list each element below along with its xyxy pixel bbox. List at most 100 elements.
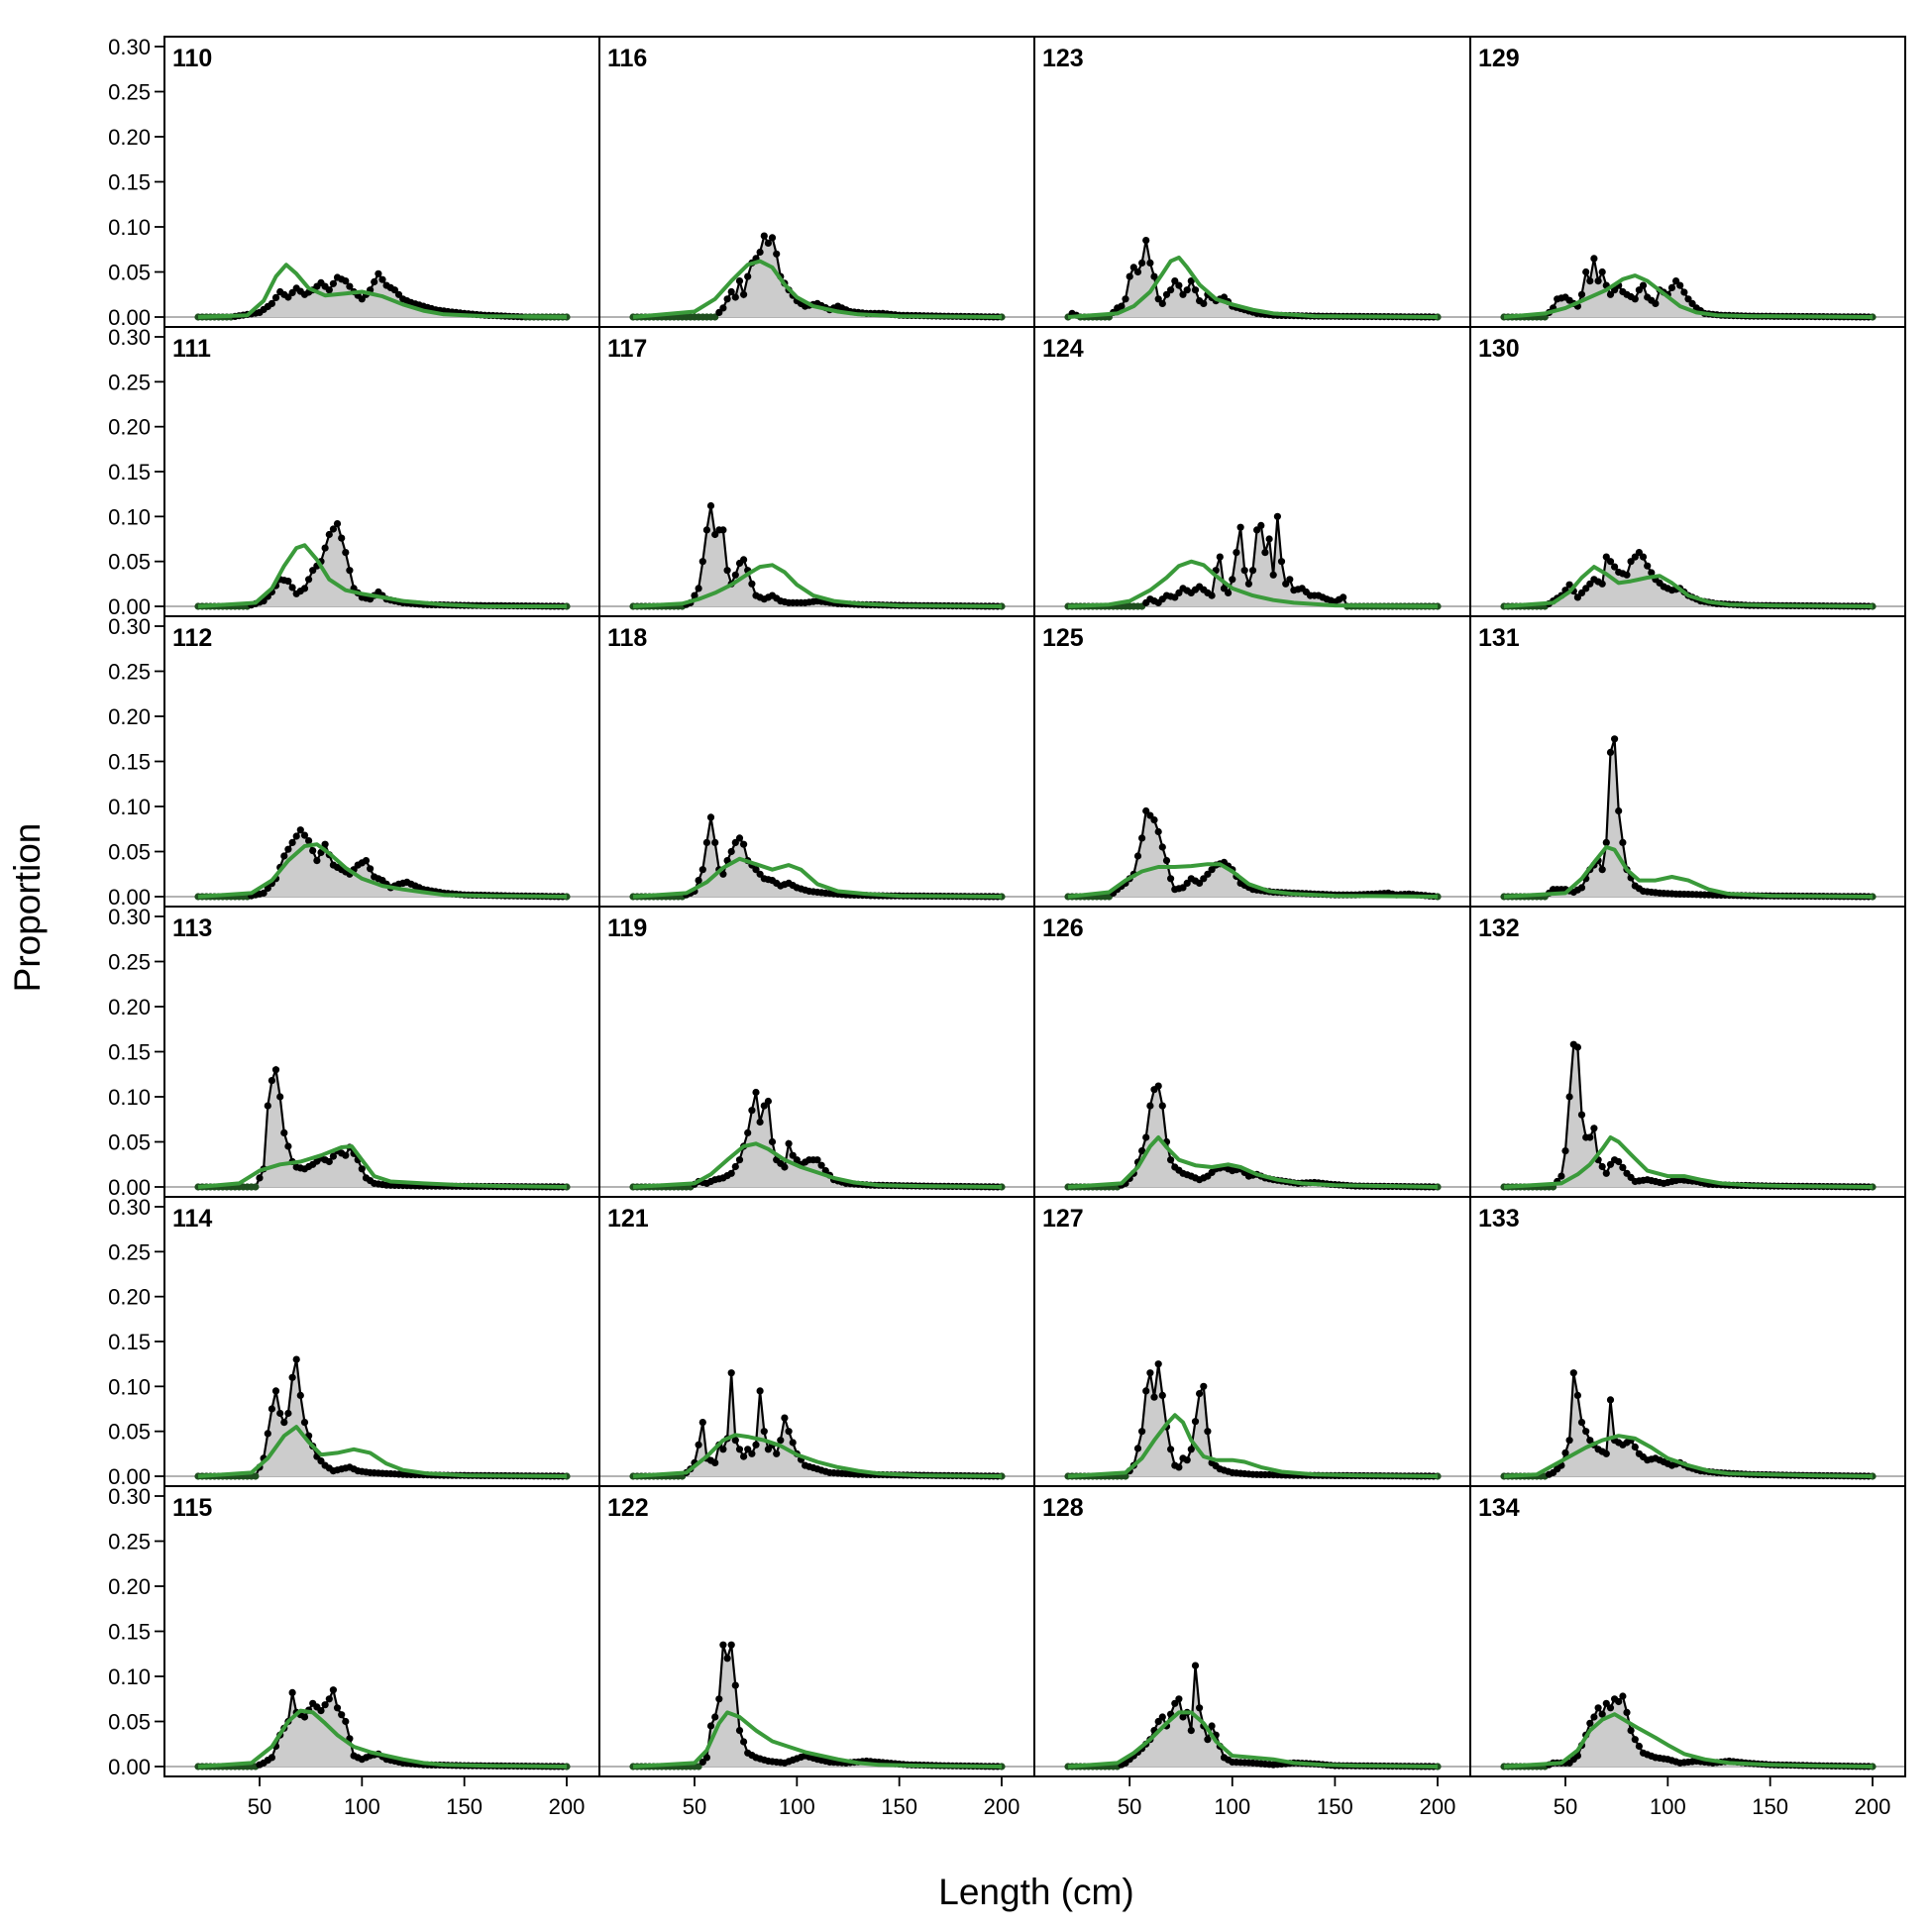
observed-point bbox=[1142, 806, 1150, 815]
observed-point bbox=[719, 1446, 727, 1453]
observed-point bbox=[309, 567, 317, 575]
observed-point bbox=[1187, 1727, 1195, 1735]
observed-point bbox=[695, 585, 702, 592]
observed-point bbox=[711, 1713, 719, 1721]
x-tick-label: 200 bbox=[549, 1794, 586, 1819]
y-tick-label: 0.20 bbox=[108, 995, 151, 1020]
observed-point bbox=[817, 1161, 825, 1169]
observed-point bbox=[706, 501, 715, 510]
observed-point bbox=[1277, 558, 1286, 566]
observed-point bbox=[1154, 827, 1162, 836]
observed-point bbox=[325, 286, 333, 294]
panel-frame bbox=[163, 906, 600, 1198]
observed-point bbox=[785, 1428, 793, 1436]
x-tick-label: 100 bbox=[779, 1794, 815, 1819]
observed-point bbox=[1208, 1722, 1216, 1730]
observed-point bbox=[271, 293, 280, 301]
panel-label: 126 bbox=[1042, 914, 1084, 942]
y-tick-label: 0.30 bbox=[108, 325, 151, 350]
observed-point bbox=[727, 1369, 735, 1377]
panel-116: 116 bbox=[598, 36, 1035, 328]
panel-117: 117 bbox=[598, 326, 1035, 617]
expected-line bbox=[1503, 565, 1874, 608]
y-tick-label: 0.00 bbox=[108, 1755, 151, 1779]
x-tick-label: 50 bbox=[1554, 1794, 1577, 1819]
observed-point bbox=[1680, 288, 1688, 296]
y-tick-label: 0.15 bbox=[108, 1040, 151, 1065]
observed-point bbox=[1204, 1428, 1212, 1436]
observed-point bbox=[1615, 1697, 1623, 1706]
y-tick-label: 0.10 bbox=[108, 504, 151, 529]
observed-point bbox=[296, 826, 304, 834]
observed-point bbox=[1187, 1446, 1195, 1453]
observed-point bbox=[764, 239, 773, 247]
observed-point bbox=[1261, 549, 1269, 557]
observed-point bbox=[821, 1167, 829, 1175]
panel-label: 128 bbox=[1042, 1494, 1084, 1522]
observed-point bbox=[338, 1711, 346, 1719]
observed-point bbox=[711, 313, 719, 321]
observed-point bbox=[288, 1373, 296, 1381]
panel-frame bbox=[1033, 615, 1471, 908]
panel-label: 112 bbox=[172, 624, 212, 652]
observed-point bbox=[1611, 563, 1619, 571]
y-tick-label: 0.30 bbox=[108, 905, 151, 929]
observed-point bbox=[727, 287, 735, 296]
observed-point bbox=[756, 870, 764, 878]
x-tick-label: 200 bbox=[984, 1794, 1020, 1819]
observed-point bbox=[1208, 591, 1216, 599]
expected-line bbox=[1067, 1413, 1439, 1478]
y-tick-label: 0.25 bbox=[108, 1239, 151, 1264]
observed-point bbox=[1142, 1387, 1150, 1395]
y-tick-label: 0.10 bbox=[108, 1664, 151, 1689]
observed-point bbox=[695, 1763, 702, 1771]
y-tick-label: 0.25 bbox=[108, 660, 151, 685]
y-tick-label: 0.25 bbox=[108, 950, 151, 975]
panel-frame bbox=[1033, 36, 1471, 328]
panel-frame bbox=[1469, 36, 1906, 328]
observed-point bbox=[1208, 866, 1216, 874]
panel-label: 130 bbox=[1478, 335, 1520, 363]
observed-point bbox=[305, 576, 313, 584]
observed-point bbox=[1602, 1169, 1610, 1177]
observed-point bbox=[702, 1754, 711, 1762]
panel-label: 115 bbox=[172, 1494, 212, 1522]
expected-line bbox=[1503, 273, 1874, 319]
y-tick-label: 0.25 bbox=[108, 80, 151, 105]
observed-point bbox=[695, 877, 702, 885]
expected-line bbox=[1067, 1135, 1439, 1189]
y-tick-label: 0.15 bbox=[108, 750, 151, 775]
y-tick-label: 0.15 bbox=[108, 1330, 151, 1354]
observed-point bbox=[358, 1165, 366, 1173]
observed-point bbox=[1598, 580, 1606, 588]
observed-point bbox=[280, 1419, 288, 1427]
observed-point bbox=[1122, 295, 1129, 303]
observed-point bbox=[1619, 1692, 1627, 1700]
panel-frame bbox=[598, 1485, 1035, 1777]
observed-point bbox=[1240, 567, 1248, 575]
observed-line bbox=[633, 505, 1003, 608]
observed-point bbox=[1582, 268, 1590, 276]
observed-point bbox=[1573, 1391, 1581, 1399]
observed-point bbox=[300, 831, 309, 839]
observed-point bbox=[1200, 299, 1208, 307]
observed-point bbox=[1565, 581, 1573, 589]
observed-point bbox=[271, 1066, 280, 1074]
observed-point bbox=[309, 847, 317, 855]
observed-point bbox=[1573, 1043, 1581, 1051]
observed-point bbox=[1158, 1713, 1166, 1721]
observed-point bbox=[317, 1707, 325, 1715]
panel-frame bbox=[1469, 1196, 1906, 1487]
y-tick-label: 0.05 bbox=[108, 261, 151, 285]
observed-point bbox=[313, 857, 321, 865]
panel-127: 127 bbox=[1033, 1196, 1471, 1487]
observed-point bbox=[1615, 1157, 1623, 1166]
observed-point bbox=[1150, 272, 1158, 280]
x-tick-label: 200 bbox=[1855, 1794, 1891, 1819]
expected-line bbox=[197, 1425, 568, 1478]
observed-point bbox=[342, 1717, 350, 1726]
observed-line bbox=[1068, 1363, 1439, 1478]
observed-point bbox=[752, 1441, 760, 1449]
observed-point bbox=[1167, 286, 1175, 294]
observed-point bbox=[785, 1139, 793, 1147]
